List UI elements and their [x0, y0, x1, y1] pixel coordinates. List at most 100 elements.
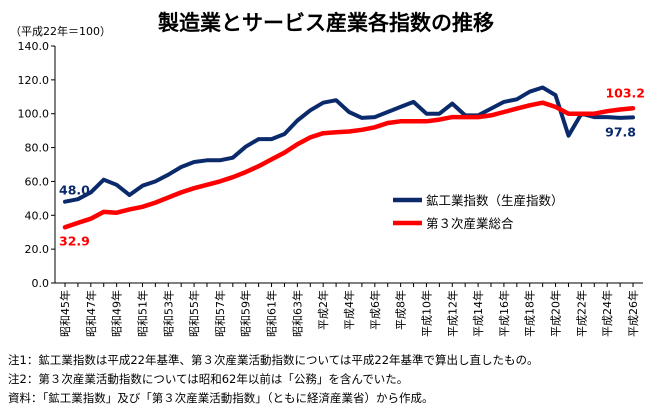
data-point-industrial — [412, 100, 416, 104]
data-point-tertiary — [437, 118, 441, 122]
data-point-tertiary — [334, 130, 338, 134]
data-point-tertiary — [515, 107, 519, 111]
data-point-industrial — [360, 116, 364, 120]
data-point-industrial — [528, 90, 532, 94]
data-point-industrial — [566, 134, 570, 138]
data-point-industrial — [218, 158, 222, 162]
data-point-tertiary — [218, 179, 222, 183]
x-tick-label: 昭和55年 — [187, 290, 201, 337]
x-tick-label: 平成24年 — [600, 290, 614, 337]
data-point-industrial — [63, 200, 67, 204]
data-point-industrial — [541, 85, 545, 89]
data-point-tertiary — [502, 110, 506, 114]
data-point-industrial — [282, 132, 286, 136]
data-point-tertiary — [179, 190, 183, 194]
data-point-tertiary — [295, 142, 299, 146]
data-point-industrial — [270, 137, 274, 141]
data-point-tertiary — [360, 128, 364, 132]
data-point-tertiary — [282, 151, 286, 155]
data-point-tertiary — [399, 119, 403, 123]
x-tick-label: 平成14年 — [471, 290, 485, 337]
data-point-industrial — [257, 137, 261, 141]
data-point-tertiary — [631, 106, 635, 110]
data-point-industrial — [502, 100, 506, 104]
data-point-tertiary — [450, 115, 454, 119]
series-line-tertiary — [62, 100, 636, 230]
series-layer: 48.0 32.9 103.2 97.8 — [59, 85, 645, 248]
x-tick-label: 平成2年 — [316, 290, 330, 330]
data-point-industrial — [231, 156, 235, 160]
y-tick-label: 0.0 — [32, 277, 50, 290]
data-point-industrial — [373, 115, 377, 119]
data-point-tertiary — [270, 157, 274, 161]
notes: 注1：鉱工業指数は平成22年基準、第３次産業活動指数については平成22年基準で算… — [8, 351, 668, 408]
x-tick-label: 平成4年 — [342, 290, 356, 330]
data-point-industrial — [437, 112, 441, 116]
data-point-industrial — [244, 145, 248, 149]
data-point-industrial — [153, 179, 157, 183]
data-point-tertiary — [554, 105, 558, 109]
data-point-industrial — [115, 183, 119, 187]
data-point-tertiary — [386, 121, 390, 125]
axes: 0.020.040.060.080.0100.0120.0140.0昭和45年昭… — [18, 40, 643, 337]
data-point-industrial — [605, 115, 609, 119]
data-point-industrial — [489, 107, 493, 111]
x-tick-label: 平成6年 — [368, 290, 382, 330]
data-point-industrial — [515, 97, 519, 101]
x-tick-label: 平成16年 — [497, 290, 511, 337]
data-point-tertiary — [166, 196, 170, 200]
data-point-industrial — [592, 115, 596, 119]
data-point-tertiary — [618, 107, 622, 111]
data-point-industrial — [631, 115, 635, 119]
data-point-tertiary — [412, 119, 416, 123]
data-point-industrial — [295, 118, 299, 122]
data-point-tertiary — [321, 131, 325, 135]
data-point-industrial — [450, 102, 454, 106]
data-point-tertiary — [347, 129, 351, 133]
data-point-tertiary — [424, 119, 428, 123]
data-point-tertiary — [605, 109, 609, 113]
data-point-industrial — [321, 101, 325, 105]
data-point-industrial — [308, 108, 312, 112]
data-label-tertiary-first: 32.9 — [59, 233, 90, 248]
data-point-tertiary — [592, 112, 596, 116]
y-tick-label: 80.0 — [25, 142, 50, 155]
data-point-industrial — [76, 197, 80, 201]
x-tick-label: 平成18年 — [523, 290, 537, 337]
chart-title: 製造業とサービス産業各指数の推移 — [157, 11, 494, 35]
data-point-tertiary — [541, 101, 545, 105]
data-point-tertiary — [579, 112, 583, 116]
data-point-industrial — [192, 160, 196, 164]
y-tick-label: 20.0 — [25, 243, 50, 256]
y-tick-label: 140.0 — [18, 40, 50, 53]
x-tick-label: 昭和47年 — [84, 290, 98, 337]
data-point-industrial — [166, 173, 170, 177]
y-tick-label: 100.0 — [18, 108, 50, 121]
x-tick-label: 昭和51年 — [135, 290, 149, 337]
data-point-industrial — [334, 98, 338, 102]
data-point-industrial — [399, 105, 403, 109]
x-tick-label: 平成8年 — [394, 290, 408, 330]
data-point-tertiary — [63, 225, 67, 229]
legend: 鉱工業指数（生産指数） 第３次産業総合 — [393, 193, 564, 231]
data-point-tertiary — [257, 164, 261, 168]
y-tick-label: 60.0 — [25, 175, 50, 188]
legend-label-tertiary: 第３次産業総合 — [426, 216, 514, 231]
data-point-industrial — [554, 93, 558, 97]
data-point-tertiary — [489, 113, 493, 117]
data-point-tertiary — [115, 211, 119, 215]
data-label-industrial-last: 97.8 — [605, 124, 636, 139]
legend-label-industrial: 鉱工業指数（生産指数） — [426, 193, 564, 208]
data-point-tertiary — [192, 186, 196, 190]
x-tick-label: 平成22年 — [574, 290, 588, 337]
x-tick-label: 昭和53年 — [161, 290, 175, 337]
data-point-tertiary — [244, 170, 248, 174]
x-tick-label: 昭和63年 — [290, 290, 304, 337]
data-label-tertiary-last: 103.2 — [605, 85, 645, 100]
note-1: 注1：鉱工業指数は平成22年基準、第３次産業活動指数については平成22年基準で算… — [8, 353, 539, 367]
data-point-tertiary — [76, 221, 80, 225]
source-note: 資料：「鉱工業指数」及び「第３次産業活動指数」（ともに経済産業省）から作成。 — [8, 391, 434, 405]
y-tick-label: 40.0 — [25, 209, 50, 222]
data-point-tertiary — [373, 125, 377, 129]
data-point-tertiary — [528, 103, 532, 107]
